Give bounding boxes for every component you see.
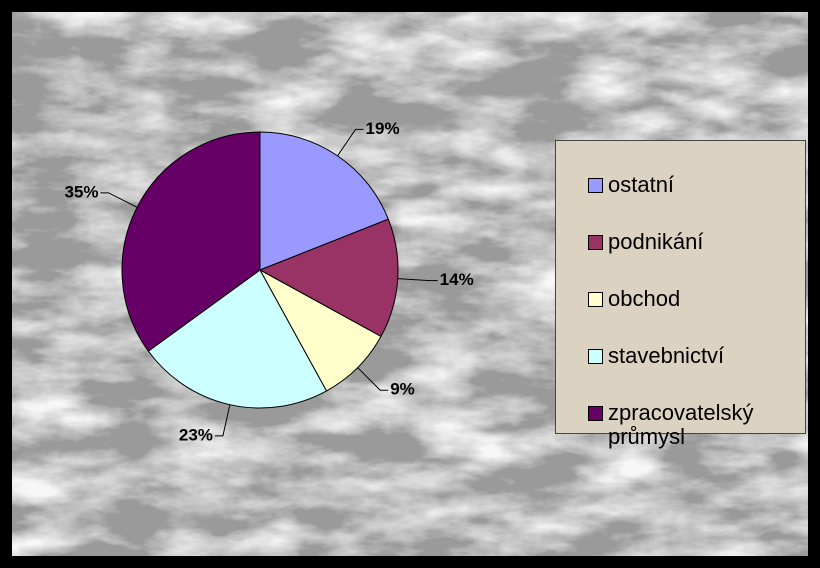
data-label: 14% <box>440 270 474 289</box>
legend-label: obchod <box>608 286 681 311</box>
legend-item: zpracovatelský průmysl <box>588 401 778 449</box>
leader-line <box>337 128 364 157</box>
data-label: 19% <box>366 119 400 138</box>
leader-line <box>214 404 231 437</box>
legend-swatch <box>588 349 603 364</box>
legend-swatch <box>588 178 603 193</box>
legend-swatch <box>588 406 603 421</box>
legend-label: ostatní <box>608 172 675 197</box>
data-label: 23% <box>179 425 213 444</box>
leader-line <box>397 278 438 282</box>
legend: ostatní podnikání obchod stavebnictví zpraco… <box>555 140 806 449</box>
legend-swatch <box>588 292 603 307</box>
data-label: 9% <box>390 380 415 399</box>
legend-label: podnikání <box>608 229 704 254</box>
leader-line <box>357 367 389 391</box>
legend-item: podnikání <box>588 230 778 254</box>
pie-slice <box>147 269 328 409</box>
legend-item: ostatní <box>588 173 778 197</box>
legend-swatch <box>588 235 603 250</box>
legend-item: obchod <box>588 287 778 311</box>
pie-slice <box>258 218 399 338</box>
pie-slice <box>259 131 389 271</box>
legend-label: zpracovatelský průmysl <box>608 400 754 449</box>
data-label: 35% <box>64 182 98 201</box>
leader-line <box>100 192 138 208</box>
pie-slice <box>121 131 261 352</box>
legend-item: stavebnictví <box>588 344 778 368</box>
legend-label: stavebnictví <box>608 343 725 368</box>
